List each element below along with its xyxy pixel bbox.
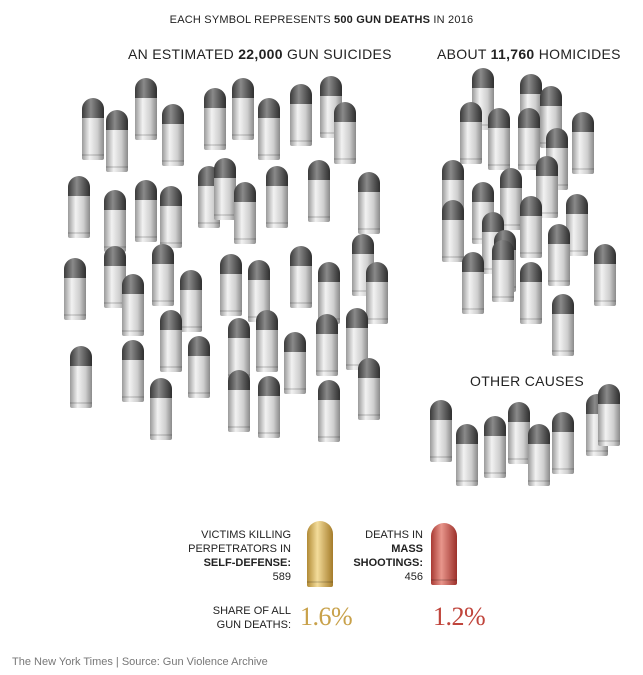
- suicide-bullet: [258, 376, 280, 438]
- suicide-bullet: [122, 274, 144, 336]
- self-defense-bold: SELF-DEFENSE:: [203, 557, 291, 569]
- other-cause-bullet: [508, 402, 530, 464]
- suicide-bullet: [290, 84, 312, 146]
- highlight-bullets: [307, 521, 457, 587]
- suicide-bullet: [290, 246, 312, 308]
- other-cause-bullet: [484, 416, 506, 478]
- suicide-bullet: [152, 244, 174, 306]
- suicide-bullet: [358, 358, 380, 420]
- self-defense-line1: VICTIMS KILLING: [201, 529, 291, 541]
- other-causes-label: OTHER CAUSES: [470, 373, 584, 389]
- suicide-bullet: [358, 172, 380, 234]
- homicide-bullet: [442, 200, 464, 262]
- share-label-line1: SHARE OF ALL: [212, 605, 291, 617]
- homicide-bullet: [594, 244, 616, 306]
- suicide-bullet: [228, 370, 250, 432]
- suicides-label-pre: AN ESTIMATED: [128, 46, 239, 62]
- mass-shootings-label: DEATHS IN MASS SHOOTINGS: 456: [353, 528, 423, 584]
- suicide-bullet: [214, 158, 236, 220]
- suicide-bullet: [64, 258, 86, 320]
- mass-shootings-bullet: [431, 523, 457, 585]
- homicide-bullet: [460, 102, 482, 164]
- suicide-bullet: [204, 88, 226, 150]
- suicide-bullet: [162, 104, 184, 166]
- suicide-bullet: [122, 340, 144, 402]
- homicides-label: ABOUT 11,760 HOMICIDES: [437, 46, 621, 62]
- mass-shootings-line1: DEATHS IN: [365, 529, 423, 541]
- self-defense-line2: PERPETRATORS IN: [188, 543, 291, 555]
- mass-shootings-bold1: MASS: [391, 543, 423, 555]
- suicide-bullet: [104, 246, 126, 308]
- suicide-bullet: [266, 166, 288, 228]
- homicide-bullet: [566, 194, 588, 256]
- suicide-bullet: [68, 176, 90, 238]
- suicide-bullet: [256, 310, 278, 372]
- suicide-bullet: [232, 78, 254, 140]
- suicide-bullet: [160, 310, 182, 372]
- mass-shootings-value: 456: [404, 571, 423, 583]
- header-bold: 500 GUN DEATHS: [334, 14, 431, 26]
- header-post: IN 2016: [430, 14, 474, 26]
- header-pre: EACH SYMBOL REPRESENTS: [169, 14, 335, 26]
- suicide-bullet: [334, 102, 356, 164]
- suicide-bullet: [135, 78, 157, 140]
- suicide-bullet: [188, 336, 210, 398]
- homicide-bullet: [520, 196, 542, 258]
- suicide-bullet: [318, 380, 340, 442]
- homicide-bullet: [552, 294, 574, 356]
- self-defense-value: 589: [272, 571, 291, 583]
- suicide-bullet: [82, 98, 104, 160]
- suicides-bullets: [64, 76, 388, 442]
- footer-source: The New York Times | Source: Gun Violenc…: [12, 656, 268, 668]
- suicide-bullet: [104, 190, 126, 252]
- suicide-bullet: [106, 110, 128, 172]
- other-cause-bullet: [528, 424, 550, 486]
- homicide-bullet: [488, 108, 510, 170]
- suicides-label-bold: 22,000: [238, 46, 283, 62]
- suicide-bullet: [284, 332, 306, 394]
- suicide-bullet: [160, 186, 182, 248]
- other-cause-bullet: [456, 424, 478, 486]
- suicides-label-post: GUN SUICIDES: [282, 46, 392, 62]
- mass-shootings-share: 1.2%: [433, 602, 486, 631]
- suicide-bullet: [258, 98, 280, 160]
- other-cause-bullet: [552, 412, 574, 474]
- homicide-bullet: [492, 240, 514, 302]
- other-cause-bullet: [430, 400, 452, 462]
- suicide-bullet: [150, 378, 172, 440]
- other-label-post: OTHER CAUSES: [470, 373, 585, 389]
- homicide-bullet: [520, 262, 542, 324]
- chart-header: EACH SYMBOL REPRESENTS 500 GUN DEATHS IN…: [0, 14, 643, 26]
- homicide-bullet: [572, 112, 594, 174]
- homicide-bullet: [548, 224, 570, 286]
- share-label-line2: GUN DEATHS:: [216, 619, 291, 631]
- homicides-label-bold: 11,760: [490, 46, 535, 62]
- self-defense-share: 1.6%: [300, 602, 353, 631]
- homicides-bullets: [442, 68, 616, 356]
- suicide-bullet: [366, 262, 388, 324]
- self-defense-bullet: [307, 521, 333, 587]
- suicide-bullet: [346, 308, 368, 370]
- suicide-bullet: [234, 182, 256, 244]
- suicide-bullet: [308, 160, 330, 222]
- share-label: SHARE OF ALL GUN DEATHS:: [213, 604, 291, 632]
- homicide-bullet: [500, 168, 522, 230]
- suicide-bullet: [135, 180, 157, 242]
- other-cause-bullet: [598, 384, 620, 446]
- homicides-label-pre: ABOUT: [437, 46, 491, 62]
- homicides-label-post: HOMICIDES: [534, 46, 621, 62]
- suicide-bullet: [70, 346, 92, 408]
- self-defense-label: VICTIMS KILLING PERPETRATORS IN SELF-DEF…: [188, 528, 291, 584]
- suicide-bullet: [316, 314, 338, 376]
- mass-shootings-bold2: SHOOTINGS:: [353, 557, 423, 569]
- suicides-label: AN ESTIMATED 22,000 GUN SUICIDES: [128, 46, 392, 62]
- suicide-bullet: [220, 254, 242, 316]
- homicide-bullet: [462, 252, 484, 314]
- other-causes-bullets: [430, 384, 620, 486]
- suicide-bullet: [180, 270, 202, 332]
- homicide-bullet: [518, 108, 540, 170]
